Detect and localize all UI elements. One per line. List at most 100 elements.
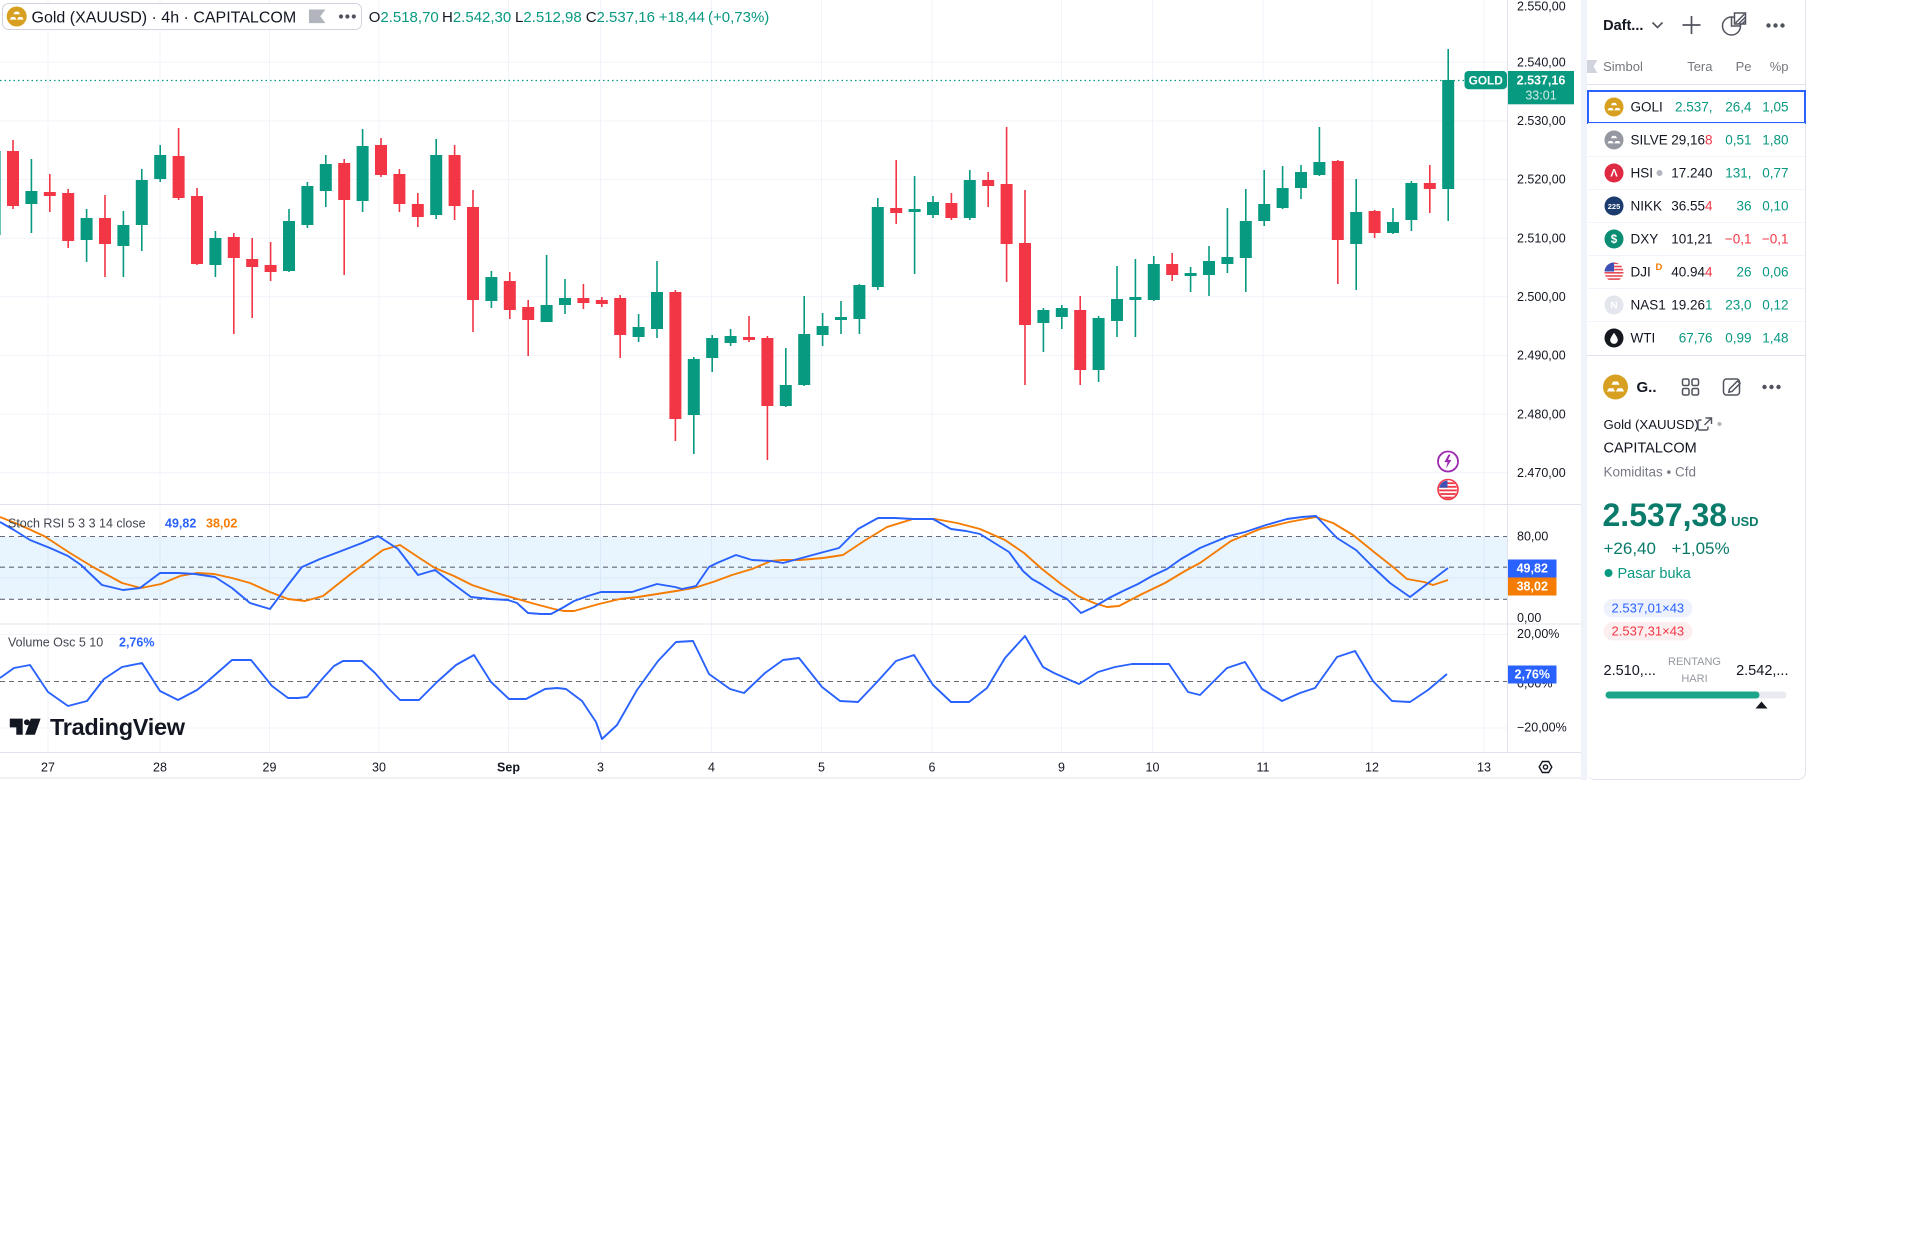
svg-text:Λ: Λ — [1610, 168, 1618, 180]
svg-text:2.490,00: 2.490,00 — [1517, 349, 1566, 363]
svg-text:NIKK: NIKK — [1630, 199, 1662, 214]
svg-text:2.480,00: 2.480,00 — [1517, 407, 1566, 421]
svg-text:DJI: DJI — [1630, 265, 1650, 280]
svg-text:CAPITALCOM: CAPITALCOM — [1603, 441, 1696, 457]
svg-text:29: 29 — [263, 761, 277, 775]
svg-text:30: 30 — [372, 761, 386, 775]
svg-text:Daft...: Daft... — [1603, 18, 1643, 34]
svg-text:4: 4 — [708, 761, 715, 775]
svg-text:2.550,00: 2.550,00 — [1517, 0, 1566, 14]
svg-text:29,168: 29,168 — [1671, 133, 1712, 148]
svg-text:TradingView: TradingView — [50, 714, 186, 740]
svg-text:+26,40: +26,40 — [1603, 539, 1655, 558]
svg-text:40.944: 40.944 — [1671, 265, 1713, 280]
svg-text:49,82: 49,82 — [1517, 562, 1548, 576]
svg-text:SILVE: SILVE — [1630, 133, 1667, 148]
svg-text:12: 12 — [1365, 761, 1379, 775]
svg-text:131,: 131, — [1725, 166, 1751, 181]
svg-text:GOLD: GOLD — [1469, 74, 1504, 88]
svg-text:0,51: 0,51 — [1725, 133, 1751, 148]
svg-text:49,82: 49,82 — [165, 517, 196, 531]
svg-text:36: 36 — [1736, 199, 1751, 214]
svg-text:1,48: 1,48 — [1762, 331, 1788, 346]
svg-text:D: D — [1655, 262, 1662, 273]
svg-text:C2.537,16: C2.537,16 — [586, 9, 655, 26]
svg-text:Gold (XAUUSD): Gold (XAUUSD) — [1603, 417, 1698, 432]
svg-text:2.540,00: 2.540,00 — [1517, 55, 1566, 69]
svg-text:Pasar buka: Pasar buka — [1617, 566, 1691, 582]
svg-text:2.542,...: 2.542,... — [1736, 663, 1788, 679]
svg-text:0,10: 0,10 — [1762, 199, 1788, 214]
svg-text:H2.542,30: H2.542,30 — [442, 9, 511, 26]
svg-text:1,05: 1,05 — [1762, 100, 1788, 115]
svg-text:NAS1: NAS1 — [1630, 298, 1665, 313]
svg-text:0,12: 0,12 — [1762, 298, 1788, 313]
svg-text:Pe: Pe — [1735, 59, 1751, 74]
svg-text:2.537,31×43: 2.537,31×43 — [1611, 624, 1684, 639]
svg-text:G..: G.. — [1636, 379, 1656, 396]
svg-text:20,00%: 20,00% — [1517, 627, 1559, 641]
svg-text:2,76%: 2,76% — [1515, 668, 1550, 682]
svg-text:2.470,00: 2.470,00 — [1517, 466, 1566, 480]
svg-text:DXY: DXY — [1630, 232, 1658, 247]
svg-text:2.537,: 2.537, — [1674, 100, 1712, 115]
svg-text:9: 9 — [1058, 761, 1065, 775]
svg-text:67,76: 67,76 — [1678, 331, 1712, 346]
svg-text:Komiditas • Cfd: Komiditas • Cfd — [1603, 465, 1696, 480]
svg-text:−20,00%: −20,00% — [1517, 721, 1567, 735]
svg-text:13: 13 — [1477, 761, 1491, 775]
svg-text:Tera: Tera — [1687, 59, 1713, 74]
svg-text:27: 27 — [41, 761, 55, 775]
svg-text:GOLI: GOLI — [1630, 100, 1662, 115]
svg-text:101,21: 101,21 — [1671, 232, 1712, 247]
svg-text:(+0,73%): (+0,73%) — [708, 9, 769, 26]
svg-text:38,02: 38,02 — [206, 517, 237, 531]
svg-text:+1,05%: +1,05% — [1671, 539, 1729, 558]
svg-text:−0,1: −0,1 — [1761, 232, 1788, 247]
svg-text:+18,44: +18,44 — [659, 9, 705, 26]
svg-text:O2.518,70: O2.518,70 — [369, 9, 439, 26]
svg-text:HARI: HARI — [1681, 673, 1707, 685]
svg-text:17.240: 17.240 — [1671, 166, 1712, 181]
svg-text:2,76%: 2,76% — [119, 636, 154, 650]
svg-text:%p: %p — [1769, 59, 1788, 74]
svg-text:26: 26 — [1736, 265, 1751, 280]
svg-text:38,02: 38,02 — [1517, 580, 1548, 594]
svg-text:L2.512,98: L2.512,98 — [515, 9, 582, 26]
svg-text:2.510,...: 2.510,... — [1603, 663, 1655, 679]
svg-text:2.537,16: 2.537,16 — [1517, 74, 1566, 88]
svg-text:28: 28 — [153, 761, 167, 775]
svg-text:HSI: HSI — [1630, 166, 1653, 181]
svg-text:Simbol: Simbol — [1603, 59, 1643, 74]
svg-text:80,00: 80,00 — [1517, 530, 1548, 544]
svg-text:5: 5 — [818, 761, 825, 775]
svg-text:N: N — [1610, 301, 1617, 312]
svg-text:2.500,00: 2.500,00 — [1517, 290, 1566, 304]
svg-text:2.510,00: 2.510,00 — [1517, 231, 1566, 245]
svg-text:Gold (XAUUSD) · 4h · CAPITALCO: Gold (XAUUSD) · 4h · CAPITALCOM — [32, 10, 297, 27]
svg-text:0,00: 0,00 — [1517, 611, 1541, 625]
svg-text:2.537,01×43: 2.537,01×43 — [1611, 601, 1684, 616]
svg-text:11: 11 — [1257, 761, 1270, 775]
svg-text:19.261: 19.261 — [1671, 298, 1712, 313]
svg-text:6: 6 — [929, 761, 936, 775]
svg-text:3: 3 — [597, 761, 604, 775]
svg-text:0,77: 0,77 — [1762, 166, 1788, 181]
svg-text:26,4: 26,4 — [1725, 100, 1752, 115]
svg-text:−0,1: −0,1 — [1724, 232, 1751, 247]
svg-text:WTI: WTI — [1630, 331, 1655, 346]
svg-text:Volume Osc 5 10: Volume Osc 5 10 — [8, 636, 103, 650]
svg-text:23,0: 23,0 — [1725, 298, 1751, 313]
svg-text:Sep: Sep — [497, 761, 520, 775]
svg-text:2.520,00: 2.520,00 — [1517, 173, 1566, 187]
svg-text:225: 225 — [1607, 202, 1620, 211]
svg-text:33:01: 33:01 — [1525, 89, 1556, 103]
svg-text:10: 10 — [1146, 761, 1160, 775]
svg-text:$: $ — [1610, 234, 1617, 246]
svg-text:2.530,00: 2.530,00 — [1517, 114, 1566, 128]
svg-text:0,06: 0,06 — [1762, 265, 1788, 280]
svg-text:0,99: 0,99 — [1725, 331, 1751, 346]
svg-text:36.554: 36.554 — [1671, 199, 1713, 214]
svg-text:Stoch RSI 5 3 3 14 close: Stoch RSI 5 3 3 14 close — [8, 517, 146, 531]
